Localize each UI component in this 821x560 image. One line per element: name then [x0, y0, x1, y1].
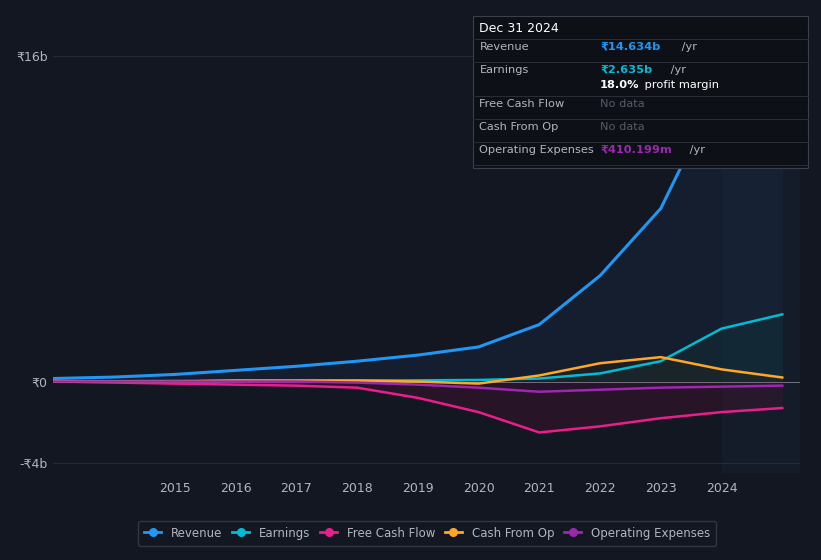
Text: /yr: /yr — [686, 145, 705, 155]
Text: ₹410.199m: ₹410.199m — [600, 145, 672, 155]
Legend: Revenue, Earnings, Free Cash Flow, Cash From Op, Operating Expenses: Revenue, Earnings, Free Cash Flow, Cash … — [138, 521, 716, 545]
Bar — [722, 25, 800, 473]
Text: /yr: /yr — [667, 65, 686, 74]
Text: Revenue: Revenue — [479, 42, 529, 52]
Text: No data: No data — [600, 122, 644, 132]
Text: Cash From Op: Cash From Op — [479, 122, 559, 132]
Text: 18.0%: 18.0% — [600, 80, 640, 90]
Text: profit margin: profit margin — [641, 80, 719, 90]
Text: /yr: /yr — [678, 42, 697, 52]
Text: Operating Expenses: Operating Expenses — [479, 145, 594, 155]
Text: Dec 31 2024: Dec 31 2024 — [479, 22, 559, 35]
Text: ₹2.635b: ₹2.635b — [600, 65, 653, 74]
Text: ₹14.634b: ₹14.634b — [600, 42, 661, 52]
Text: No data: No data — [600, 99, 644, 109]
Text: Free Cash Flow: Free Cash Flow — [479, 99, 565, 109]
Text: Earnings: Earnings — [479, 65, 529, 74]
